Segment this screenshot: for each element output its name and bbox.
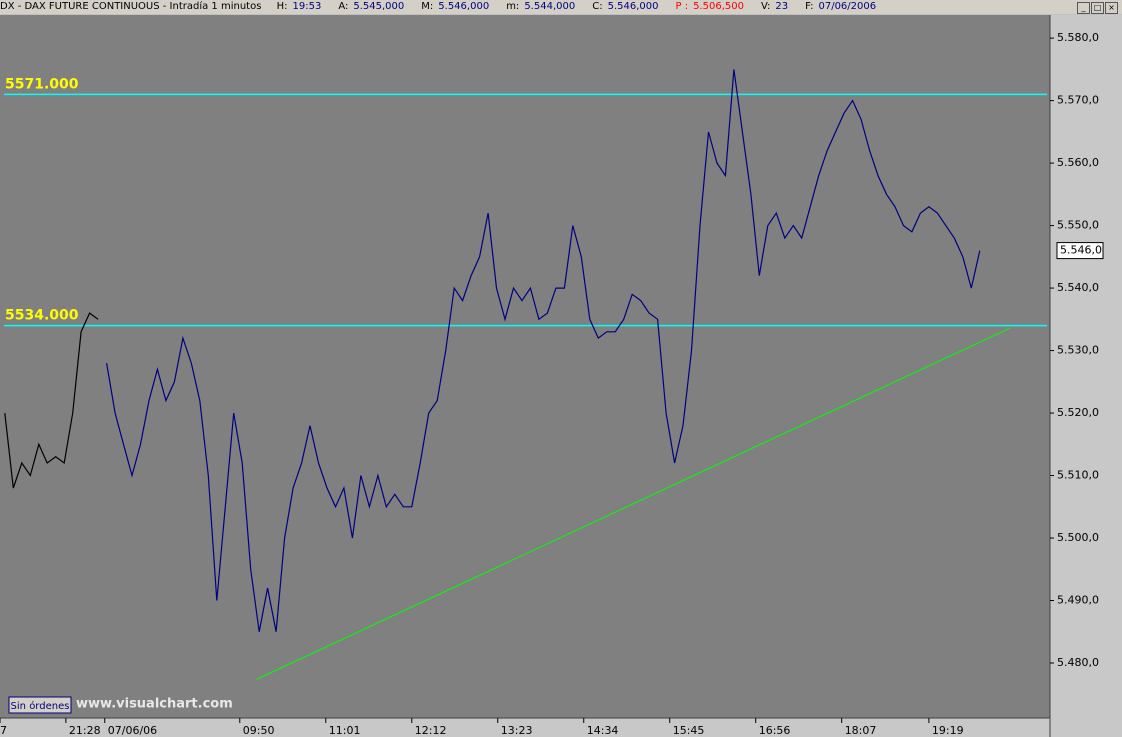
field-label: A: (338, 1, 349, 12)
level-label: 5534.000 (5, 308, 79, 324)
field-label: P : (675, 1, 689, 12)
close-button[interactable]: × (1105, 2, 1118, 14)
maximize-button[interactable]: □ (1091, 2, 1104, 14)
field-label: C: (592, 1, 603, 12)
y-tick-label: 5.510,0 (1057, 469, 1099, 482)
y-tick-label: 5.540,0 (1057, 281, 1099, 294)
price-line (4, 312, 99, 489)
field-value: 5.506,500 (693, 1, 744, 12)
level-label: 5571.000 (5, 76, 79, 92)
field-value: 5.546,000 (438, 1, 490, 12)
x-tick-label: 13:23 (501, 724, 533, 737)
x-tick-label: 18:07 (845, 724, 877, 737)
field-label: m: (506, 1, 520, 12)
x-tick-label: 7 (0, 724, 7, 737)
x-tick-label: 14:34 (587, 724, 619, 737)
x-tick-label: 12:12 (415, 724, 447, 737)
field-value: 5.544,000 (524, 1, 576, 12)
x-axis-panel (0, 718, 1050, 737)
x-tick-label: 09:50 (243, 724, 275, 737)
y-tick-label: 5.580,0 (1057, 31, 1099, 44)
x-tick-label: 15:45 (673, 724, 705, 737)
status-button-label: Sin órdenes (11, 700, 70, 712)
x-tick-label: 07/06/06 (108, 724, 157, 737)
field-label: M: (421, 1, 434, 12)
status-button[interactable] (8, 696, 72, 714)
y-tick-label: 5.480,0 (1057, 656, 1099, 669)
y-axis-panel (1050, 15, 1122, 737)
field-label: F: (805, 1, 814, 12)
field-value: 5.546,000 (607, 1, 659, 12)
price-line (106, 69, 981, 632)
y-tick-label: 5.530,0 (1057, 344, 1099, 357)
x-tick-label: 19:19 (932, 724, 964, 737)
field-label: V: (760, 1, 771, 12)
y-tick-label: 5.520,0 (1057, 406, 1099, 419)
window-buttons: _ □ × (1076, 1, 1118, 15)
last-price-label: 5.546,0 (1060, 244, 1102, 257)
chart-name: DX - DAX FUTURE CONTINUOUS - Intradía 1 … (0, 1, 262, 12)
y-tick-label: 5.550,0 (1057, 219, 1099, 232)
y-tick-label: 5.490,0 (1057, 594, 1099, 607)
x-tick-label: 16:56 (759, 724, 791, 737)
field-value: 23 (775, 1, 789, 12)
field-value: 19:53 (292, 1, 322, 12)
y-tick-label: 5.560,0 (1057, 156, 1099, 169)
field-value: 5.545,000 (353, 1, 405, 12)
last-price-box (1056, 242, 1104, 260)
x-tick-label: 21:28 (69, 724, 101, 737)
y-tick-label: 5.570,0 (1057, 94, 1099, 107)
y-tick-label: 5.500,0 (1057, 531, 1099, 544)
x-tick-label: 11:01 (329, 724, 361, 737)
plot-area (0, 15, 1050, 718)
field-value: 07/06/2006 (818, 1, 877, 12)
field-label: H: (276, 1, 288, 12)
title-bar: DX - DAX FUTURE CONTINUOUS - Intradía 1 … (0, 0, 1122, 14)
watermark: www.visualchart.com (76, 697, 233, 712)
minimize-button[interactable]: _ (1077, 2, 1090, 14)
trend-line (256, 327, 1011, 680)
